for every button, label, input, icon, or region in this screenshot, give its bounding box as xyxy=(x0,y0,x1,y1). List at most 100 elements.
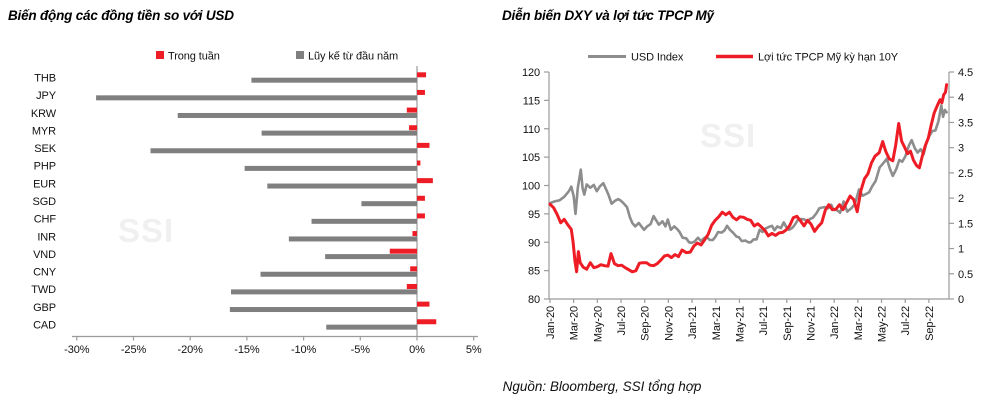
x-tick-label: Sep-22 xyxy=(924,306,936,341)
bar-week xyxy=(409,125,417,131)
left-tick-label: 95 xyxy=(528,209,540,221)
x-tick-label: 0% xyxy=(409,344,425,356)
bar-week xyxy=(417,89,425,95)
x-tick-label: -10% xyxy=(291,344,317,356)
category-label: JPY xyxy=(36,90,57,102)
bar-ytd xyxy=(311,218,417,224)
right-tick-label: 0 xyxy=(958,294,964,306)
left-tick-label: 120 xyxy=(522,67,540,79)
category-label: KRW xyxy=(31,108,57,120)
source-note: Nguồn: Bloomberg, SSI tổng hợp xyxy=(502,379,702,394)
bar-week xyxy=(417,178,433,184)
category-label: MYR xyxy=(32,125,56,137)
bar-ytd xyxy=(261,130,417,136)
bar-ytd xyxy=(244,165,417,171)
category-label: TWD xyxy=(31,284,56,296)
x-tick-label: Sep-21 xyxy=(782,306,794,341)
bar-week xyxy=(417,301,430,307)
bar-week xyxy=(417,195,425,201)
bar-ytd xyxy=(251,77,417,83)
category-label: THB xyxy=(34,73,56,85)
right-tick-label: 0.5 xyxy=(958,269,973,281)
right-tick-label: 1 xyxy=(958,244,964,256)
left-tick-label: 85 xyxy=(528,266,540,278)
bar-ytd xyxy=(288,236,417,242)
x-tick-label: Jan-20 xyxy=(545,306,557,339)
category-label: SEK xyxy=(34,143,56,155)
bar-week xyxy=(417,72,427,78)
ssi-watermark-right: SSI xyxy=(700,117,757,154)
x-tick-label: -15% xyxy=(234,344,260,356)
yield-10y-line xyxy=(548,83,949,274)
left-tick-label: 90 xyxy=(528,237,540,249)
x-tick-label: May-20 xyxy=(592,306,604,342)
legend-label-ytd: Lũy kế từ đầu năm xyxy=(308,51,398,63)
right-tick-label: 1.5 xyxy=(958,218,973,230)
currency-bar-chart: Trong tuần Lũy kế từ đầu năm THB JPY KRW MYR S… xyxy=(31,51,482,357)
right-tick-label: 3.5 xyxy=(958,117,973,129)
x-tick-label: -20% xyxy=(178,344,204,356)
category-label: INR xyxy=(37,231,56,243)
x-tick-label: Mar-21 xyxy=(711,306,723,340)
bar-ytd xyxy=(96,95,417,101)
legend-label-yield-10y: Lợi tức TPCP Mỹ kỳ hạn 10Y xyxy=(758,52,899,64)
left-tick-label: 80 xyxy=(528,294,540,306)
x-tick-label: Jul-21 xyxy=(758,306,770,335)
usd-index-line xyxy=(548,104,948,245)
right-tick-label: 4 xyxy=(958,92,964,104)
x-tick-label: Jul-22 xyxy=(900,306,912,335)
x-tick-label: Jan-21 xyxy=(687,306,699,339)
right-tick-label: 2 xyxy=(958,193,964,205)
x-tick-label: -25% xyxy=(121,344,147,356)
category-label: EUR xyxy=(33,178,56,190)
x-tick-label: -5% xyxy=(351,344,371,356)
category-label: SGD xyxy=(32,196,56,208)
x-tick-label: -30% xyxy=(64,344,90,356)
bar-week xyxy=(417,213,425,219)
legend-swatch-ytd xyxy=(296,51,304,59)
bar-ytd xyxy=(229,307,417,313)
bar-week xyxy=(406,107,417,113)
x-tick-label: Jul-20 xyxy=(616,306,628,335)
dxy-chart-title: Diễn biến DXY và lợi tức TPCP Mỹ xyxy=(502,8,714,23)
bar-ytd xyxy=(267,183,417,189)
dxy-line-chart: USD Index Lợi tức TPCP Mỹ kỳ hạn 10Y12011… xyxy=(522,52,973,343)
bar-week xyxy=(417,142,430,148)
left-tick-label: 110 xyxy=(523,124,540,136)
left-tick-label: 115 xyxy=(523,95,540,107)
bar-week xyxy=(410,266,417,272)
bar-ytd xyxy=(361,201,417,207)
ssi-watermark-left: SSI xyxy=(118,212,175,249)
category-label: CHF xyxy=(34,214,57,226)
bar-ytd xyxy=(177,112,417,118)
x-tick-label: Jan-22 xyxy=(829,306,841,339)
category-label: CNY xyxy=(33,267,57,279)
category-label: CAD xyxy=(33,319,56,331)
left-tick-label: 100 xyxy=(522,181,540,193)
bar-week xyxy=(389,248,417,254)
x-tick-label: Nov-20 xyxy=(663,306,675,341)
category-label: GBP xyxy=(33,302,56,314)
bar-ytd xyxy=(260,271,417,277)
x-tick-label: 5% xyxy=(466,344,482,356)
bar-week xyxy=(417,319,437,325)
x-tick-label: Sep-20 xyxy=(640,306,652,341)
x-tick-label: May-22 xyxy=(877,306,889,342)
category-label: VND xyxy=(33,249,56,261)
legend-label-week: Trong tuần xyxy=(168,51,220,63)
bar-week xyxy=(417,160,421,166)
x-tick-label: Nov-21 xyxy=(805,306,817,341)
bar-ytd xyxy=(231,289,417,295)
bar-ytd xyxy=(325,254,417,260)
bar-ytd xyxy=(326,324,417,330)
legend-swatch-week xyxy=(156,51,164,59)
right-tick-label: 3 xyxy=(958,143,964,155)
currency-chart-title: Biến động các đồng tiền so với USD xyxy=(8,8,234,23)
right-tick-label: 4.5 xyxy=(958,67,973,79)
x-tick-label: Mar-20 xyxy=(569,306,581,340)
category-label: PHP xyxy=(34,161,56,173)
right-tick-label: 2.5 xyxy=(958,168,973,180)
left-tick-label: 105 xyxy=(522,152,540,164)
